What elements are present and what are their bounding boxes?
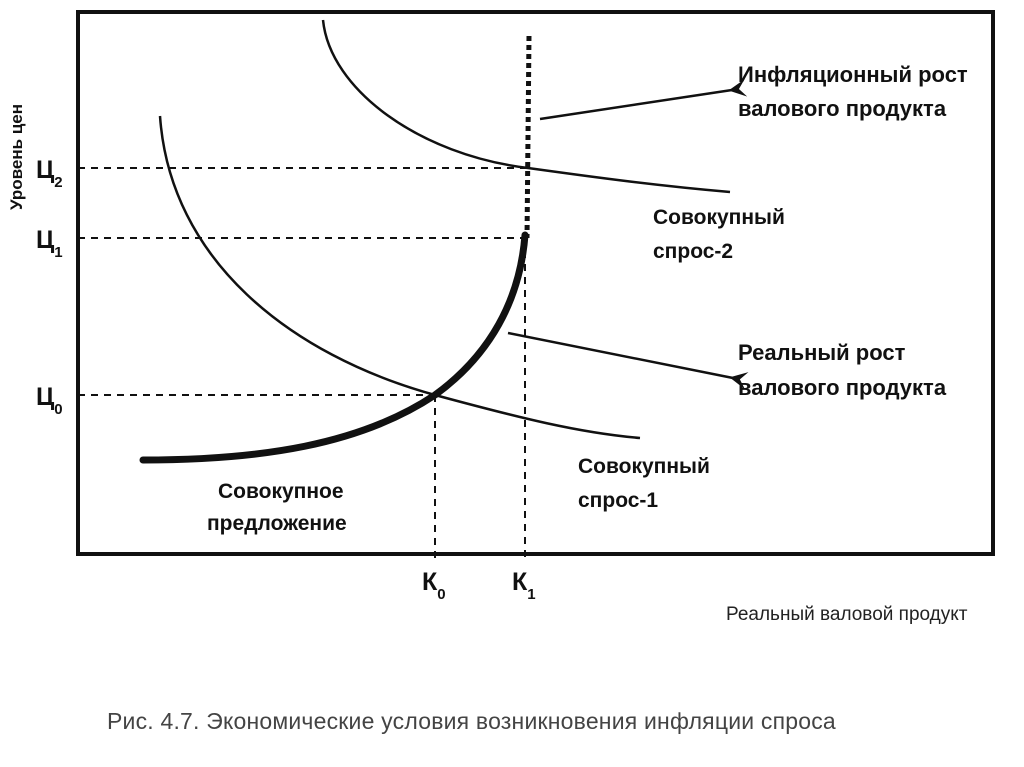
inflation-arrow (539, 79, 748, 121)
x-tick-output-0: К0 (422, 568, 446, 603)
aggregate-supply-curve (139, 231, 529, 464)
plot-frame (76, 10, 995, 556)
inflation-growth-label: Инфляционный рост (738, 62, 968, 87)
aggregate-demand-1-label-line2: спрос-1 (578, 489, 658, 512)
inflation-growth-label-line2: валового продукта (738, 96, 947, 121)
aggregate-demand-1-curve (158, 115, 641, 440)
aggregate-demand-2-label: Совокупный (653, 206, 785, 229)
real-growth-label-line2: валового продукта (738, 375, 947, 400)
aggregate-demand-2-curve (321, 19, 731, 194)
aggregate-demand-1-label: Совокупный (578, 455, 710, 478)
aggregate-supply-label: Совокупное (218, 480, 344, 503)
y-tick-price-0: Ц0 (36, 383, 63, 418)
aggregate-demand-2-label-line2: спрос-2 (653, 240, 733, 263)
figure-caption: Рис. 4.7. Экономические условия возникно… (107, 708, 836, 734)
x-axis-title: Реальный валовой продукт (726, 604, 968, 625)
real-growth-label: Реальный рост (738, 340, 906, 365)
y-tick-price-1: Ц1 (36, 226, 63, 261)
real-growth-arrow (507, 331, 749, 390)
y-tick-price-2: Ц2 (36, 156, 63, 191)
inflationary-growth-line (524, 35, 532, 239)
y-axis-title: Уровень цен (7, 104, 26, 210)
x-tick-output-1: К1 (512, 568, 536, 603)
aggregate-supply-label-line2: предложение (207, 512, 347, 535)
